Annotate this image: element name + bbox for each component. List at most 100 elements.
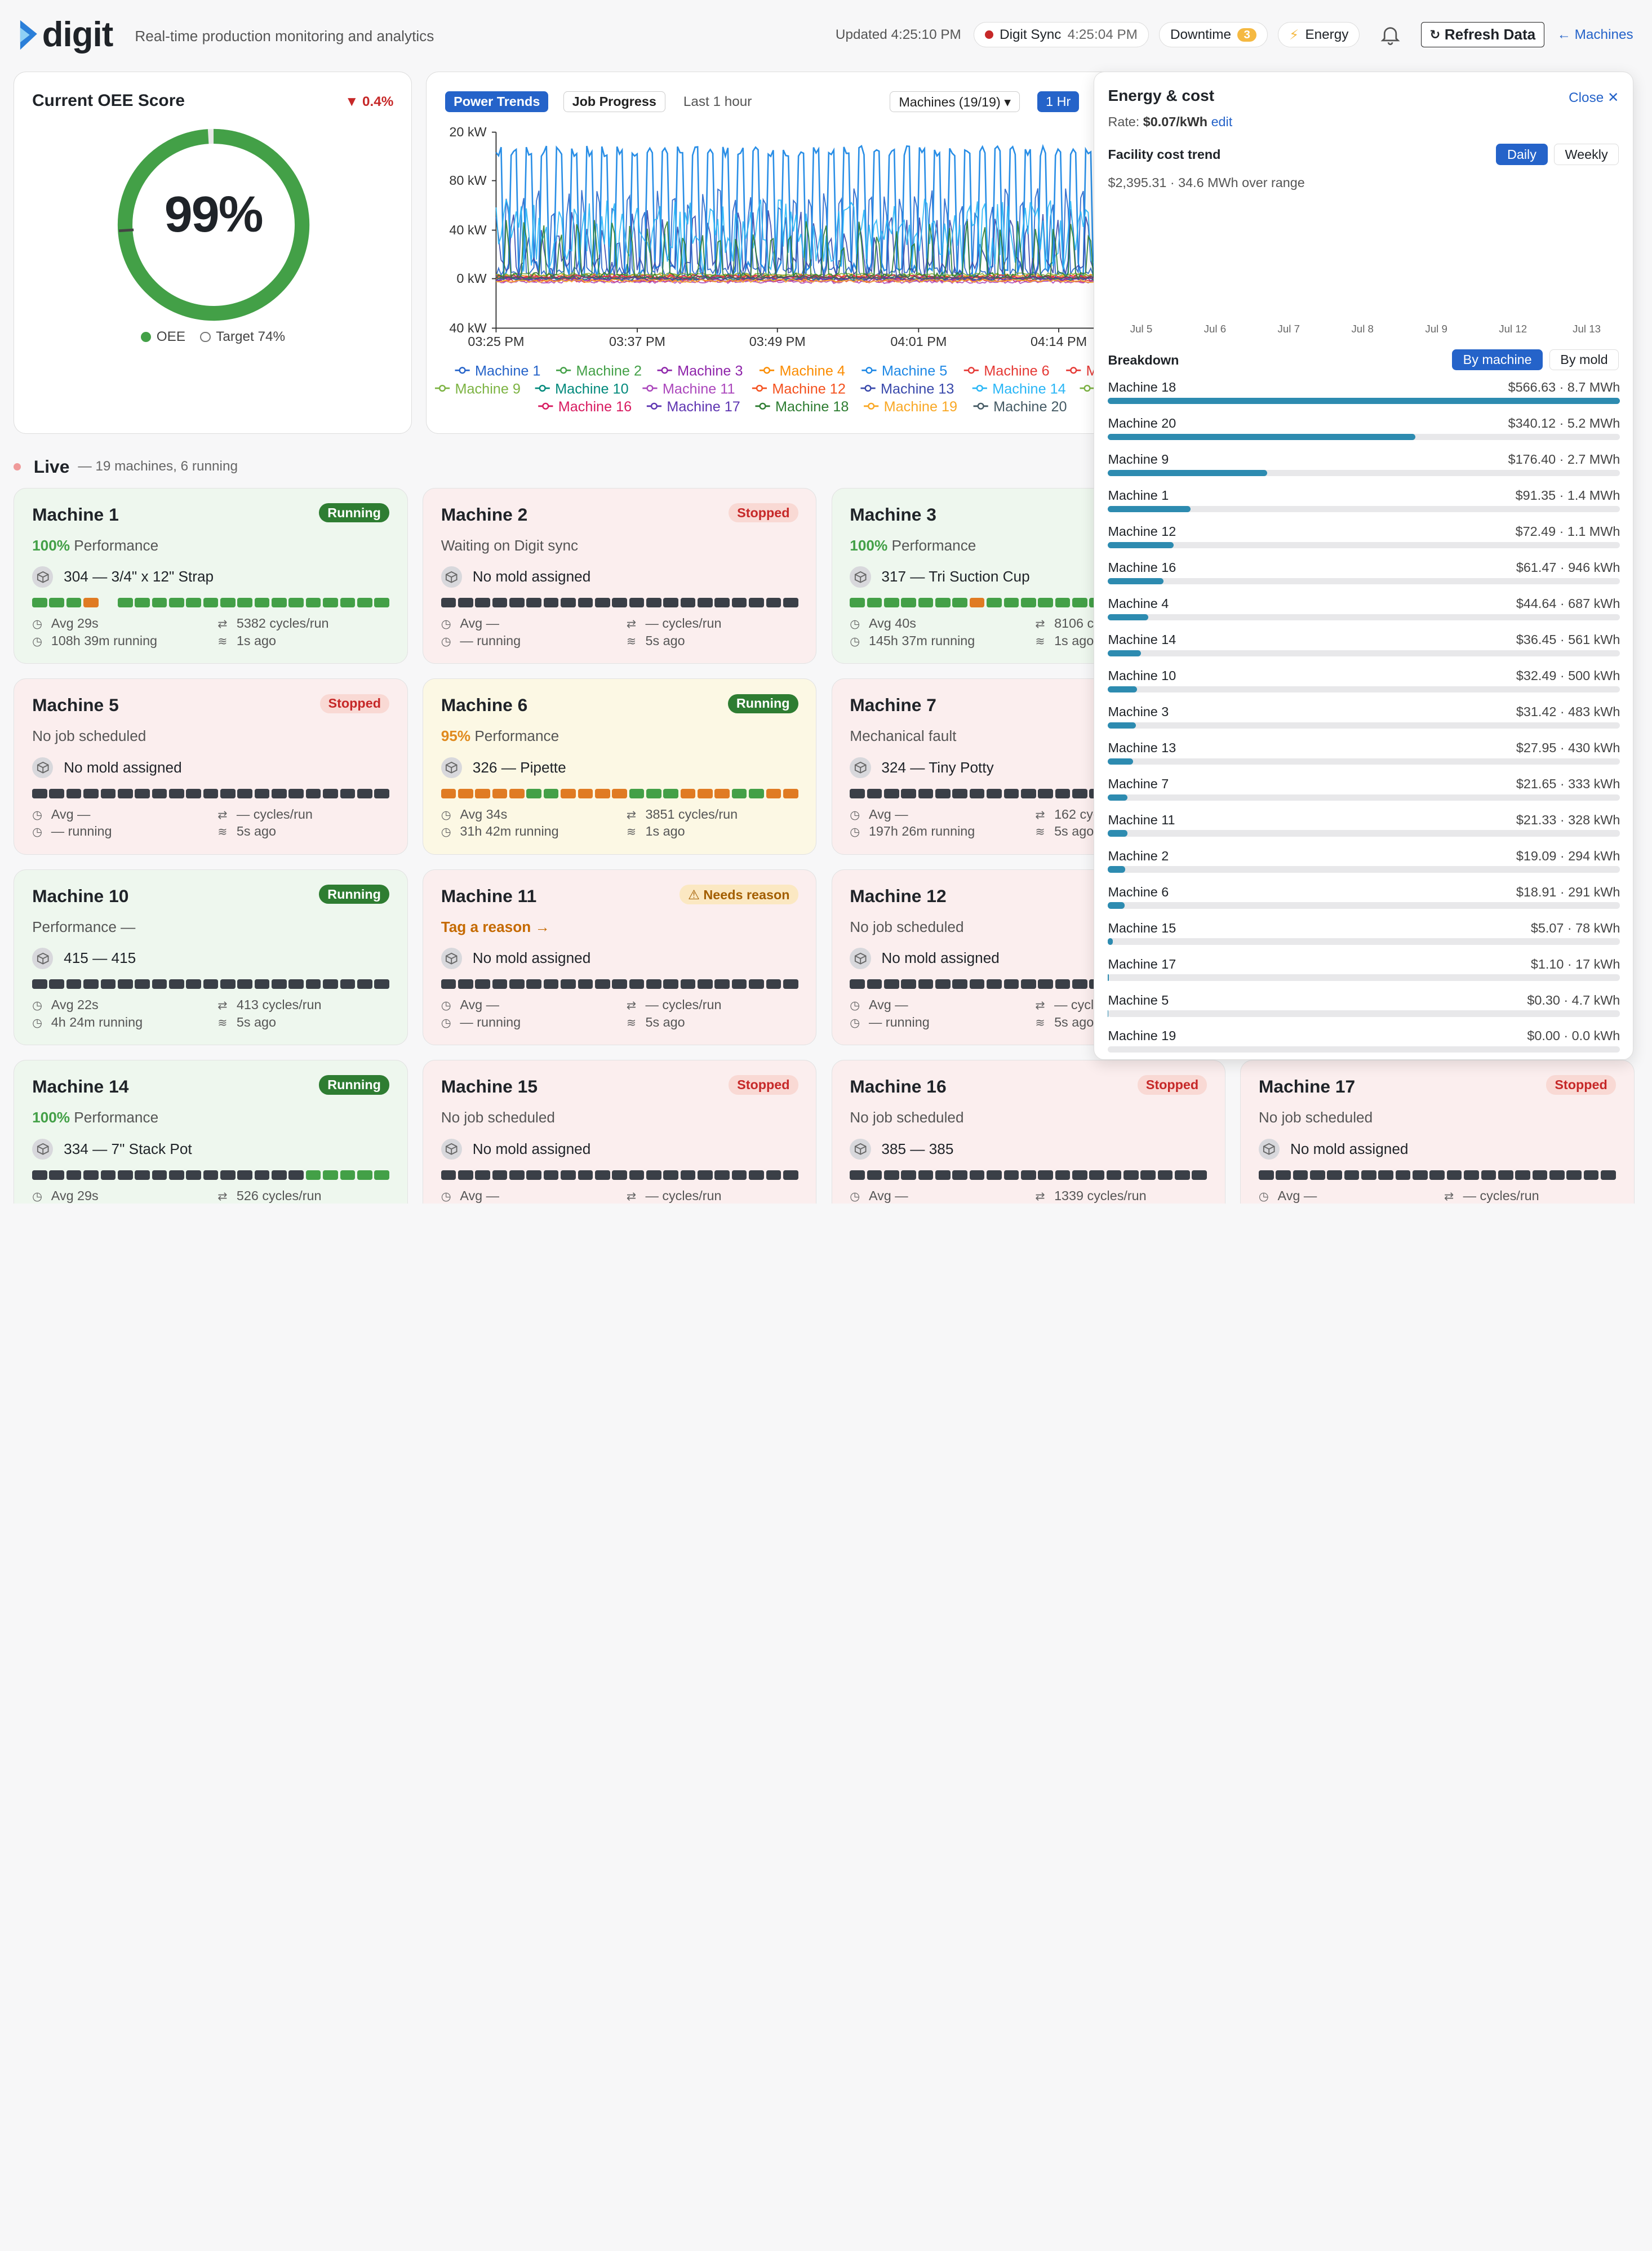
- cycle-segment: [867, 1170, 882, 1180]
- job-row: 304 — 3/4" x 12" Strap: [32, 566, 214, 588]
- cycle-history-bar: [850, 979, 1207, 989]
- machine-card[interactable]: Machine 10 Running Performance — 415 — 415 ◷…: [14, 869, 408, 1046]
- machine-card[interactable]: Machine 6 Running 95% Performance 326 — Pip…: [422, 678, 817, 855]
- machine-stats: ◷ Avg — ⇄ — cycles/run ◷ — running ≋ 5s ago: [441, 616, 798, 649]
- clock-icon: ◷: [32, 634, 43, 648]
- svg-text:Machine 9: Machine 9: [455, 381, 520, 397]
- job-label: 324 — Tiny Potty: [881, 758, 994, 776]
- cycle-segment: [1020, 788, 1036, 798]
- svg-text:Machine 5: Machine 5: [881, 363, 947, 379]
- oee-legend: OEE Target 74%: [140, 329, 285, 345]
- cycle-history-bar: [32, 788, 389, 798]
- machine-subtitle[interactable]: Tag a reason →: [441, 918, 550, 936]
- machine-card[interactable]: Machine 11 ⚠ Needs reason Tag a reason → No…: [422, 869, 817, 1046]
- sync-status-dot: [984, 30, 993, 39]
- tab-job-progress[interactable]: Job Progress: [563, 91, 665, 113]
- machine-card[interactable]: Machine 17 Stopped No job scheduled No mold…: [1240, 1060, 1635, 1204]
- cycle-segment: [952, 979, 968, 989]
- brand-logo[interactable]: digit: [19, 17, 113, 53]
- stat-value: Avg 40s: [868, 616, 916, 631]
- legend-item: Machine 19: [863, 399, 957, 415]
- stat-value: 31h 42m running: [460, 824, 559, 839]
- clock-icon: ◷: [32, 618, 43, 631]
- clock-icon: ◷: [850, 618, 860, 631]
- cycle-segment: [288, 598, 304, 608]
- close-button[interactable]: Close ✕: [1569, 90, 1619, 106]
- cycle-segment: [340, 788, 356, 798]
- job-row: 324 — Tiny Potty: [850, 757, 994, 779]
- svg-text:Machine 18: Machine 18: [775, 399, 849, 415]
- cycle-segment: [475, 788, 491, 798]
- machines-select[interactable]: Machines (19/19) ▾: [890, 91, 1020, 113]
- bell-icon[interactable]: [1379, 23, 1402, 46]
- breakdown-bar-fill: [1108, 902, 1125, 909]
- stat-run: ◷ 197h 26m running: [850, 824, 1035, 839]
- cycle-history-bar: [441, 788, 798, 798]
- stat-cycles: ⇄ — cycles/run: [627, 616, 798, 631]
- oee-title: Current OEE Score: [32, 91, 185, 110]
- cycle-segment: [357, 979, 372, 989]
- interval-1hr-button[interactable]: 1 Hr: [1037, 91, 1080, 113]
- clock-icon: ◷: [441, 808, 451, 822]
- cycle-segment: [714, 979, 730, 989]
- breakdown-title: Breakdown: [1108, 352, 1179, 367]
- breakdown-value: $0.00 · 0.0 kWh: [1527, 1028, 1620, 1044]
- daily-button[interactable]: Daily: [1496, 144, 1548, 165]
- cycle-segment: [969, 598, 985, 608]
- machine-card[interactable]: Machine 1 Running 100% Performance 304 — 3/…: [14, 487, 408, 664]
- breakdown-bar-track: [1108, 505, 1620, 513]
- subtitle-text: Performance: [70, 1109, 159, 1126]
- stat-value: Avg —: [868, 806, 908, 822]
- cycle-segment: [543, 788, 559, 798]
- machine-name: Machine 12: [850, 885, 947, 906]
- cycle-segment: [543, 979, 559, 989]
- machine-card[interactable]: Machine 5 Stopped No job scheduled No mold …: [14, 678, 408, 855]
- cycle-segment: [594, 979, 610, 989]
- cycle-segment: [509, 1170, 525, 1180]
- downtime-label: Downtime: [1170, 26, 1232, 42]
- tab-power-trends[interactable]: Power Trends: [445, 91, 549, 113]
- energy-button[interactable]: ⚡ Energy: [1278, 22, 1360, 48]
- cycle-segment: [117, 598, 133, 608]
- clock-icon: ◷: [32, 1016, 43, 1029]
- machine-card[interactable]: Machine 2 Stopped Waiting on Digit sync No …: [422, 487, 817, 664]
- cycle-segment: [987, 979, 1002, 989]
- sync-time: 4:25:04 PM: [1067, 26, 1138, 42]
- machine-card[interactable]: Machine 16 Stopped No job scheduled 385 — 3…: [831, 1060, 1225, 1204]
- breakdown-machine-name: Machine 12: [1108, 524, 1176, 539]
- breakdown-bar-track: [1108, 1046, 1620, 1053]
- refresh-icon: ↻: [1429, 27, 1441, 42]
- subtitle-strong: 100%: [32, 1109, 70, 1126]
- downtime-button[interactable]: Downtime 3: [1159, 22, 1268, 48]
- job-label: 385 — 385: [881, 1140, 954, 1157]
- weekly-button[interactable]: Weekly: [1553, 144, 1619, 165]
- machine-card[interactable]: Machine 14 Running 100% Performance 334 — 7…: [14, 1060, 408, 1204]
- cycle-segment: [492, 598, 508, 608]
- machine-card[interactable]: Machine 15 Stopped No job scheduled No mold…: [422, 1060, 817, 1204]
- cycle-segment: [646, 788, 661, 798]
- cycle-segment: [766, 788, 781, 798]
- by-machine-button[interactable]: By machine: [1451, 349, 1543, 371]
- stat-value: Avg 29s: [51, 1188, 99, 1203]
- cycle-segment: [117, 1170, 133, 1180]
- cycle-segment: [884, 788, 899, 798]
- breakdown-value: $566.63 · 8.7 MWh: [1508, 380, 1620, 395]
- refresh-data-button[interactable]: ↻ Refresh Data: [1420, 22, 1545, 48]
- cycle-segment: [1327, 1170, 1342, 1180]
- cycle-segment: [526, 788, 542, 798]
- digit-sync-pill[interactable]: Digit Sync 4:25:04 PM: [974, 22, 1149, 48]
- job-row: 415 — 415: [32, 948, 136, 969]
- machine-stats: ◷ Avg — ⇄ — cycles/run: [441, 1188, 798, 1204]
- breakdown-bar-track: [1108, 614, 1620, 620]
- machines-link[interactable]: ← Machines: [1557, 26, 1633, 42]
- signal-icon: ≋: [1035, 634, 1045, 648]
- stat-value: Avg —: [51, 806, 91, 822]
- cycle-segment: [492, 788, 508, 798]
- breakdown-bar-fill: [1108, 398, 1620, 405]
- job-row: No mold assigned: [441, 566, 590, 588]
- lightning-icon: ⚡: [1289, 27, 1299, 43]
- cycle-segment: [1344, 1170, 1360, 1180]
- by-mold-button[interactable]: By mold: [1549, 349, 1619, 371]
- edit-rate-link[interactable]: edit: [1211, 114, 1233, 129]
- cycle-segment: [1276, 1170, 1291, 1180]
